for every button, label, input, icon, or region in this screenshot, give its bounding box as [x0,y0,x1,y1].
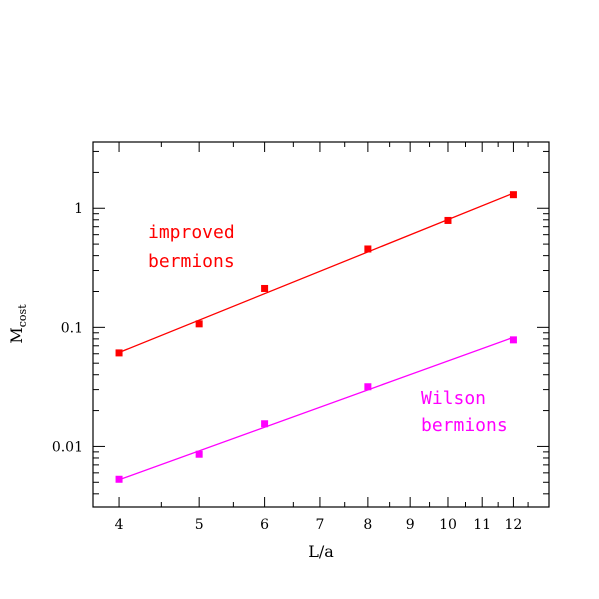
annotation-line: bermions [421,415,508,436]
data-point [195,450,203,458]
y-axis-label-sub: cost [16,304,29,327]
x-tick-label: 5 [195,517,204,533]
x-tick-label: 7 [315,517,324,533]
x-tick-label: 8 [363,517,372,533]
data-point [195,320,203,328]
data-points [115,191,517,483]
x-tick-label: 9 [406,517,415,533]
annotation-improved-bermions: improved bermions [148,222,235,272]
y-tick-label: 1 [74,201,83,217]
data-point [115,475,123,483]
x-tick-label: 12 [505,517,523,533]
fit-line [118,192,514,354]
y-axis-label-main: M [7,327,26,343]
annotation-line: Wilson [421,388,486,409]
annotation-wilson-bermions: Wilson bermions [421,388,508,436]
data-point [261,420,269,428]
plot-frame [92,141,550,508]
fit-line [118,336,514,481]
annotation-line: improved [148,222,235,243]
x-tick-label: 4 [115,517,124,533]
data-point [444,216,452,224]
x-tick-label: 6 [260,517,269,533]
axis-ticks: 4 5 6 7 8 9 10 11 12 0.01 0.1 1 [52,142,549,533]
data-point [509,336,517,344]
y-tick-label: 0.01 [52,439,83,455]
x-tick-label: 10 [439,517,457,533]
x-axis-label: L/a [308,542,334,561]
data-point [509,191,517,199]
annotation-line: bermions [148,251,235,272]
data-point [364,383,372,391]
y-tick-label: 0.1 [61,320,83,336]
data-point [261,284,269,292]
x-tick-label: 11 [473,517,491,533]
data-point [364,245,372,253]
data-point [115,349,123,357]
y-axis-label: Mcost [7,304,29,344]
